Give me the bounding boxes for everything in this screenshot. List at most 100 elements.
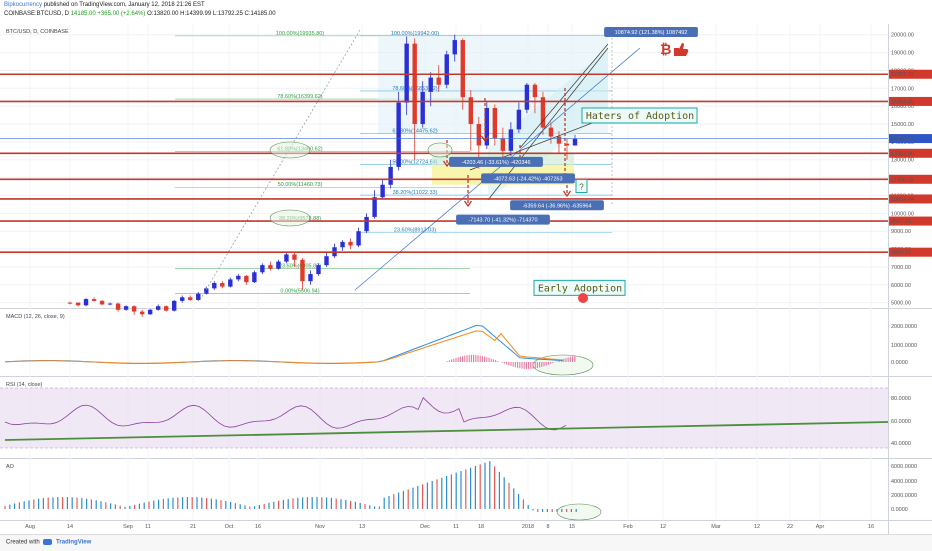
candle-body [436, 77, 441, 85]
fib-level-label: 50.00%(11460.73) [278, 182, 323, 188]
candle-body [476, 124, 482, 146]
price-tick-label: 7000.00 [891, 265, 911, 271]
macd-pane-title: MACD (12, 26, close, 9) [6, 314, 65, 320]
publish-info: Bipkocurrency published on TradingView.c… [4, 2, 205, 8]
time-tick-label: Apr [816, 524, 825, 530]
time-tick-label: 12 [660, 524, 666, 530]
price-level-label: 9567.22 [891, 219, 911, 225]
candle-body [380, 184, 385, 198]
fib-level-label: 38.20%(11022.33) [393, 190, 438, 196]
ao-tick-label: 6000.0000 [891, 464, 917, 470]
time-tick-label: 12 [754, 524, 760, 530]
candle-body [107, 303, 113, 305]
rsi-line [4, 397, 567, 431]
candle-body [364, 216, 369, 232]
price-level-tag [889, 69, 932, 79]
highlight-ellipse [556, 503, 602, 521]
measure-badge-text: -4203.46 (-33.61%) -420346 [461, 160, 530, 166]
macd-tick-label: 1000.0000 [891, 343, 917, 349]
price-level-tag [889, 216, 932, 226]
arrowhead [562, 190, 572, 198]
time-tick-label: 15 [569, 524, 575, 530]
price-level-label: 10804.44 [891, 197, 914, 203]
publish-note: published on TradingView.com, January 12… [43, 2, 205, 8]
candle-body [404, 43, 409, 103]
price-tick-label: 19000.00 [891, 51, 914, 57]
price-tick-label: 5000.00 [891, 301, 911, 307]
candle-body [147, 309, 153, 315]
fib-level-label: 100.00%(19942.00) [391, 31, 439, 37]
candle-body [188, 297, 193, 300]
candle-body [276, 261, 281, 269]
candle-body [452, 40, 457, 55]
time-tick-label: 21 [190, 524, 196, 530]
rsi-tick-label: 80.0000 [891, 396, 911, 402]
symbol-name: COINBASE:BTCUSD, D [4, 11, 70, 17]
time-tick-label: 13 [359, 524, 365, 530]
candle-body [75, 302, 81, 306]
candle-body [372, 197, 377, 217]
chart-header: Bipkocurrency published on TradingView.c… [0, 0, 932, 22]
created-with-text: Created with [6, 539, 40, 546]
measure-badge-text: 10874.92 (121.38%) 1087492 [615, 30, 688, 36]
price-pane-title: BTC/USD, D, COINBASE [6, 29, 69, 35]
candle-body [524, 84, 530, 110]
candle-body [115, 303, 121, 310]
rsi-tick-label: 40.0000 [891, 441, 911, 447]
time-tick-label: 18 [478, 524, 484, 530]
chart-canvas[interactable]: 100.00%(19935.80)78.60%(16399.62)61.80%(… [0, 22, 932, 534]
bitcoin-icon: ₿ [660, 41, 671, 57]
arrowhead [480, 135, 490, 143]
candle-body [340, 241, 345, 248]
pane-titles: BTC/USD, D, COINBASE MACD (12, 26, close,… [6, 29, 69, 470]
candle-body [292, 254, 297, 260]
author-link[interactable]: Bipkocurrency [4, 2, 43, 8]
rsi-band [0, 388, 888, 448]
ao-pane-title: AO [6, 464, 15, 470]
candle-body [172, 300, 177, 311]
price-level-tag [889, 96, 932, 106]
candle-body [123, 306, 129, 310]
price-level-label: 11906.28 [891, 177, 914, 183]
time-tick-label: Oct [225, 524, 234, 530]
candle-body [548, 127, 554, 137]
highlight-ellipse [427, 142, 453, 158]
annotation-box [581, 107, 698, 124]
price-level-tag [889, 194, 932, 204]
measure-badge-text: -6359.64 (-36.96%) -635964 [522, 203, 591, 209]
price-tick-label: 20000.00 [891, 33, 914, 39]
time-axis: Aug 14 Sep 11 21 Oct 16 Nov 13 Dec 11 18 2018 8 15 Feb 1… [25, 524, 874, 530]
measure-badge [604, 27, 698, 38]
annotation-question-text: ? [579, 183, 584, 192]
time-tick-label: 2018 [522, 524, 534, 530]
time-tick-label: 16 [868, 524, 874, 530]
candle-body [556, 136, 562, 144]
fib-level-label: 100.00%(19935.80) [276, 31, 324, 37]
candle-body [131, 306, 137, 312]
fib-level-label: 23.60%(8913.03) [394, 228, 436, 234]
measure-badge-text: -7143.70 (-41.32%) -714370 [468, 218, 537, 224]
price-level-tag [889, 148, 932, 158]
ao-tick-label: 4000.0000 [891, 479, 917, 485]
candle-body [348, 241, 353, 246]
candle-body [396, 102, 401, 167]
candle-body [444, 54, 449, 85]
candle-body [204, 288, 209, 294]
candle-body [91, 299, 97, 301]
channel-upper-2 [519, 43, 609, 149]
time-tick-label: Sep [123, 524, 133, 530]
time-tick-label: Mar [711, 524, 721, 530]
candle-body [268, 265, 273, 269]
fib-level-label: 23.60%(6905.85) [279, 264, 321, 270]
ao-tick-label: 0.0000 [891, 507, 908, 513]
tradingview-link[interactable]: TradingView [56, 539, 92, 546]
macd-tick-label: 2000.0000 [891, 324, 917, 330]
candle-body [316, 265, 321, 275]
candle-body [412, 43, 417, 125]
candle-body [308, 274, 313, 282]
candle-body [212, 282, 217, 289]
candle-body [284, 254, 289, 262]
candle-body [99, 300, 105, 305]
candle-body [460, 40, 465, 98]
fib-level-label: 78.60%(16399.62) [277, 94, 322, 100]
